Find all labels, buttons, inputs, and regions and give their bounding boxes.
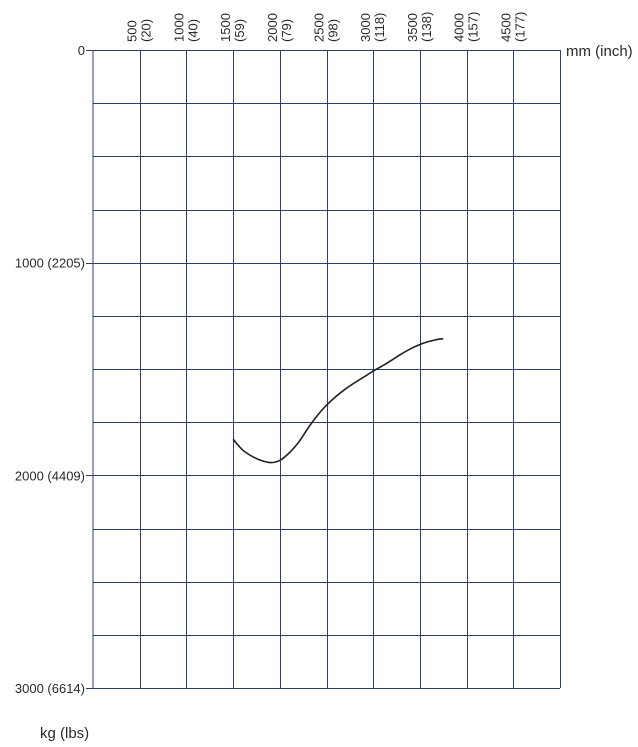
- x-tick-label: 1000 (40): [171, 13, 200, 42]
- x-tick-label: 4500 (177): [498, 12, 527, 42]
- x-tick-inch: (59): [232, 19, 247, 42]
- x-tick-inch: (177): [512, 12, 527, 42]
- x-tick-value: 1000: [171, 13, 186, 42]
- x-tick-inch: (98): [326, 19, 341, 42]
- x-tick-inch: (138): [419, 12, 434, 42]
- x-tick-inch: (118): [372, 13, 387, 42]
- y-tick-label: 3000 (6614): [15, 681, 85, 696]
- x-tick-label: 1500 (59): [218, 13, 247, 42]
- x-tick-value: 1500: [218, 13, 233, 42]
- y-tick-label: 1000 (2205): [15, 256, 85, 271]
- series-line: [232, 338, 444, 464]
- x-tick-label: 3500 (138): [405, 12, 434, 42]
- grid: [86, 50, 561, 689]
- x-tick-value: 4000: [452, 13, 467, 42]
- x-tick-value: 500: [125, 20, 140, 42]
- y-tick-label: 2000 (4409): [15, 468, 85, 483]
- x-tick-label: 500 (20): [125, 19, 154, 42]
- x-tick-label: 2500 (98): [312, 13, 341, 42]
- x-tick-inch: (79): [279, 19, 294, 42]
- x-tick-value: 4500: [498, 13, 513, 42]
- y-tick-label: 0: [78, 43, 85, 58]
- x-tick-inch: (20): [139, 19, 154, 42]
- x-tick-label: 3000 (118): [358, 13, 387, 42]
- x-tick-inch: (40): [185, 19, 200, 42]
- x-tick-inch: (157): [466, 12, 481, 42]
- tick-labels: 0 1000 (2205) 2000 (4409) 3000 (6614) 500 (20…: [15, 12, 527, 696]
- x-tick-value: 3500: [405, 13, 420, 42]
- x-tick-label: 2000 (79): [265, 13, 294, 42]
- x-tick-value: 3000: [358, 13, 373, 42]
- x-tick-value: 2500: [312, 13, 327, 42]
- x-unit-label: mm (inch): [566, 43, 633, 60]
- x-tick-value: 2000: [265, 13, 280, 42]
- x-tick-label: 4000 (157): [452, 12, 481, 42]
- series: [232, 338, 444, 464]
- y-unit-label: kg (lbs): [40, 725, 89, 742]
